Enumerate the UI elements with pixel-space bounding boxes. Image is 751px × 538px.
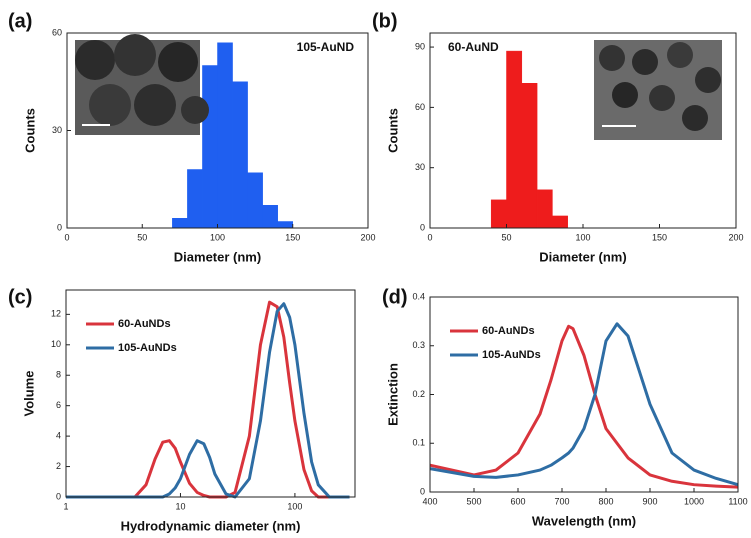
x-tick-label: 1000 xyxy=(684,496,704,506)
bar xyxy=(507,51,522,228)
y-tick-label: 0 xyxy=(420,486,425,496)
annotation: 105-AuND xyxy=(297,40,355,54)
y-tick-label: 0 xyxy=(56,491,61,501)
page: 05010015020003060Diameter (nm)Counts(a)1… xyxy=(0,0,751,538)
y-tick-label: 90 xyxy=(415,41,425,51)
y-tick-label: 12 xyxy=(51,309,61,319)
x-tick-label: 200 xyxy=(728,232,743,242)
y-axis-title: Volume xyxy=(21,371,36,417)
x-tick-label: 100 xyxy=(287,501,302,511)
y-axis-title: Counts xyxy=(385,108,400,153)
x-tick-label: 1 xyxy=(63,501,68,511)
y-tick-label: 60 xyxy=(52,27,62,37)
y-tick-label: 2 xyxy=(56,461,61,471)
x-tick-label: 400 xyxy=(422,496,437,506)
bar xyxy=(491,200,506,228)
y-tick-label: 10 xyxy=(51,339,61,349)
bar xyxy=(233,82,248,228)
series-line xyxy=(430,326,738,487)
legend-label: 60-AuNDs xyxy=(118,318,171,330)
x-axis-title: Diameter (nm) xyxy=(174,249,261,264)
x-tick-label: 900 xyxy=(642,496,657,506)
bar xyxy=(537,190,552,228)
x-tick-label: 100 xyxy=(210,232,225,242)
y-tick-label: 0.1 xyxy=(412,438,425,448)
bar xyxy=(552,216,567,228)
bar xyxy=(172,218,187,228)
axes-frame xyxy=(430,297,738,492)
y-tick-label: 6 xyxy=(56,400,61,410)
x-tick-label: 200 xyxy=(360,232,375,242)
x-axis-title: Hydrodynamic diameter (nm) xyxy=(121,518,301,533)
y-tick-label: 60 xyxy=(415,102,425,112)
y-axis-title: Extinction xyxy=(385,363,400,426)
x-tick-label: 50 xyxy=(501,232,511,242)
x-tick-label: 700 xyxy=(554,496,569,506)
x-tick-label: 800 xyxy=(598,496,613,506)
y-tick-label: 30 xyxy=(52,125,62,135)
legend-label: 105-AuNDs xyxy=(118,342,177,354)
panel-label: (b) xyxy=(372,10,398,32)
bar xyxy=(248,173,263,228)
y-axis-title: Counts xyxy=(22,108,37,153)
tem-inset-b xyxy=(594,40,722,140)
x-tick-label: 150 xyxy=(652,232,667,242)
y-tick-label: 0.3 xyxy=(412,340,425,350)
y-tick-label: 0 xyxy=(57,222,62,232)
panel-label: (a) xyxy=(8,10,32,32)
panel-label: (c) xyxy=(8,286,32,308)
x-tick-label: 0 xyxy=(64,232,69,242)
x-axis-title: Diameter (nm) xyxy=(539,249,626,264)
x-axis-title: Wavelength (nm) xyxy=(532,513,636,528)
annotation: 60-AuND xyxy=(448,40,499,54)
bar xyxy=(263,205,278,228)
series-line xyxy=(66,302,350,497)
y-tick-label: 0 xyxy=(420,222,425,232)
x-tick-label: 100 xyxy=(575,232,590,242)
y-tick-label: 8 xyxy=(56,370,61,380)
x-tick-label: 150 xyxy=(285,232,300,242)
x-tick-label: 1100 xyxy=(728,496,747,506)
bar xyxy=(202,66,217,229)
bar xyxy=(218,43,233,228)
series-line xyxy=(66,304,350,497)
y-tick-label: 0.4 xyxy=(412,291,425,301)
y-tick-label: 0.2 xyxy=(412,389,425,399)
bar xyxy=(187,170,202,229)
x-tick-label: 0 xyxy=(427,232,432,242)
x-tick-label: 10 xyxy=(175,501,185,511)
legend-label: 105-AuNDs xyxy=(482,349,541,361)
bar xyxy=(522,83,537,228)
y-tick-label: 4 xyxy=(56,430,61,440)
y-tick-label: 30 xyxy=(415,162,425,172)
x-tick-label: 50 xyxy=(137,232,147,242)
legend-label: 60-AuNDs xyxy=(482,325,535,337)
figure: 05010015020003060Diameter (nm)Counts(a)1… xyxy=(0,0,751,538)
series-line xyxy=(430,324,738,485)
x-tick-label: 500 xyxy=(466,496,481,506)
panel-label: (d) xyxy=(382,286,408,308)
x-tick-label: 600 xyxy=(510,496,525,506)
bar xyxy=(278,222,293,229)
tem-inset-a xyxy=(75,34,209,135)
